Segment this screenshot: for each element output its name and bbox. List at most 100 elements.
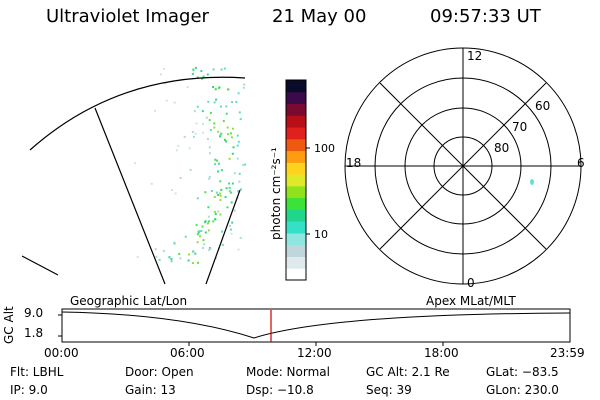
emission-pixel (213, 101, 216, 104)
colorbar-segment (286, 80, 306, 93)
emission-pixel (150, 182, 153, 185)
emission-pixel (205, 116, 208, 119)
emission-pixel (226, 206, 229, 209)
emission-pixel (210, 190, 213, 192)
emission-pixel (213, 122, 216, 125)
emission-pixel (229, 224, 231, 227)
time-label: 09:57:33 UT (430, 6, 541, 27)
emission-pixel (239, 118, 242, 121)
emission-pixel (228, 157, 231, 160)
emission-pixel (218, 192, 221, 195)
emission-pixel (215, 191, 218, 194)
emission-pixel (240, 188, 242, 191)
emission-pixel (207, 222, 209, 225)
emission-pixel (168, 256, 171, 259)
emission-pixel (208, 249, 211, 252)
emission-pixel (199, 235, 201, 238)
emission-pixel (196, 233, 199, 236)
emission-pixel (222, 120, 225, 123)
lat-label-80: 80 (494, 141, 509, 155)
emission-pixel (233, 172, 236, 175)
emission-pixel (189, 168, 192, 171)
timeline-ylabel: GC Alt (2, 306, 16, 344)
emission-pixel (231, 101, 234, 103)
emission-pixel (230, 201, 233, 204)
emission-pixel (200, 230, 203, 232)
emission-pixel (201, 225, 204, 228)
emission-pixel (164, 82, 167, 85)
emission-pixel (210, 129, 212, 131)
emission-pixel (188, 147, 191, 150)
time-tick-3: 18:00 (424, 346, 459, 360)
emission-pixel (173, 101, 176, 104)
timeline-ytick-bottom: 1.8 (24, 326, 44, 340)
polar-emission-dot (530, 179, 534, 185)
emission-pixel (194, 252, 197, 255)
emission-pixel (212, 68, 215, 71)
emission-pixel (236, 144, 239, 147)
emission-pixel (225, 187, 228, 190)
emission-pixel (177, 144, 180, 147)
emission-pixel (219, 194, 222, 197)
emission-pixel (229, 228, 232, 231)
emission-pixel (217, 210, 220, 213)
instrument-title: Ultraviolet Imager (46, 6, 209, 27)
emission-pixel (155, 255, 158, 258)
emission-pixel (206, 138, 209, 141)
emission-pixel (227, 88, 229, 91)
emission-pixel (230, 232, 233, 235)
emission-pixel (202, 75, 205, 78)
emission-pixel (136, 256, 139, 259)
emission-pixel (242, 164, 245, 166)
emission-pixel (207, 229, 210, 232)
emission-pixel (204, 191, 207, 194)
emission-pixel (191, 131, 194, 133)
time-tick-2: 12:00 (297, 346, 332, 360)
emission-pixel (192, 68, 195, 71)
emission-pixel (170, 260, 173, 263)
emission-pixel (194, 132, 197, 135)
emission-pixel (196, 241, 199, 244)
emission-pixel (196, 197, 199, 200)
emission-pixel (209, 111, 212, 114)
emission-pixel (238, 180, 241, 183)
emission-pixel (208, 175, 211, 178)
emission-pixel (158, 258, 161, 261)
emission-pixel (237, 92, 240, 95)
emission-pixel (201, 122, 204, 125)
grid-line-bottom (21, 255, 59, 276)
colorbar-segment (286, 232, 306, 246)
emission-pixel (220, 169, 223, 172)
emission-pixel (231, 182, 234, 185)
emission-pixel (225, 140, 228, 143)
emission-pixel (219, 199, 222, 201)
date-label: 21 May 00 (272, 6, 367, 27)
emission-pixel (232, 146, 235, 149)
emission-pixel (200, 70, 203, 72)
lat-label-70: 70 (512, 120, 527, 134)
emission-pixel (228, 190, 231, 193)
emission-pixel (173, 242, 176, 245)
colorbar-segment (286, 103, 306, 116)
emission-pixel (218, 86, 221, 89)
dsp-info: Dsp: −10.8 (246, 383, 314, 397)
colorbar-segment (286, 244, 306, 257)
emission-pixel (239, 236, 242, 239)
emission-pixel (226, 126, 229, 129)
emission-pixel (186, 86, 189, 89)
emission-pixel (228, 182, 231, 185)
emission-pixel (223, 138, 226, 141)
emission-pixel (213, 126, 216, 129)
mode-info: Mode: Normal (246, 365, 330, 379)
emission-pixel (179, 257, 182, 260)
gain-info: Gain: 13 (125, 383, 176, 397)
colorbar-segment (286, 221, 306, 234)
emission-pixel (209, 247, 212, 250)
emission-pixel (198, 230, 201, 233)
emission-pixel (219, 213, 222, 216)
emission-pixel (160, 73, 162, 76)
emission-pixel (217, 170, 219, 173)
emission-pixel (192, 250, 195, 253)
seq-info: Seq: 39 (366, 383, 412, 397)
emission-pixel (216, 159, 218, 162)
